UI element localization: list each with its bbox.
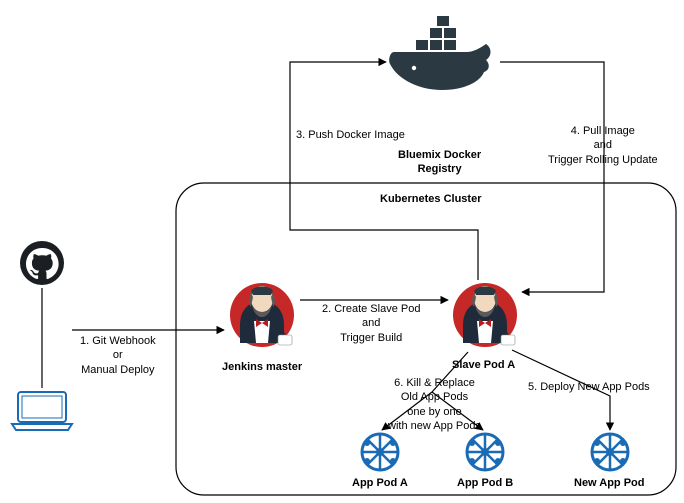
docker-label: Bluemix Docker Registry bbox=[398, 148, 481, 177]
edge-6-label: 6. Kill & Replace Old App Pods one by on… bbox=[388, 376, 481, 433]
edge-4-label: 4. Pull Image and Trigger Rolling Update bbox=[548, 124, 658, 167]
laptop-icon bbox=[12, 392, 72, 430]
new-app-pod-icon bbox=[592, 434, 628, 470]
docker-icon bbox=[389, 16, 490, 90]
app-pod-a-label: App Pod A bbox=[352, 476, 408, 490]
cluster-label: Kubernetes Cluster bbox=[380, 192, 481, 206]
edge-2-label: 2. Create Slave Pod and Trigger Build bbox=[322, 302, 420, 345]
diagram-canvas bbox=[0, 0, 684, 503]
jenkins-slave-icon bbox=[453, 283, 517, 347]
edge-3-label: 3. Push Docker Image bbox=[296, 128, 405, 142]
github-icon bbox=[20, 241, 64, 285]
kubernetes-cluster-box bbox=[176, 183, 676, 495]
edge-4 bbox=[500, 62, 604, 292]
app-pod-b-icon bbox=[467, 434, 503, 470]
jenkins-master-label: Jenkins master bbox=[222, 360, 302, 374]
edge-1-label: 1. Git Webhook or Manual Deploy bbox=[80, 334, 156, 377]
slave-pod-label: Slave Pod A bbox=[452, 358, 515, 372]
new-app-pod-label: New App Pod bbox=[574, 476, 644, 490]
jenkins-master-icon bbox=[230, 283, 294, 347]
app-pod-b-label: App Pod B bbox=[457, 476, 513, 490]
edge-5-label: 5. Deploy New App Pods bbox=[528, 380, 650, 394]
app-pod-a-icon bbox=[362, 434, 398, 470]
